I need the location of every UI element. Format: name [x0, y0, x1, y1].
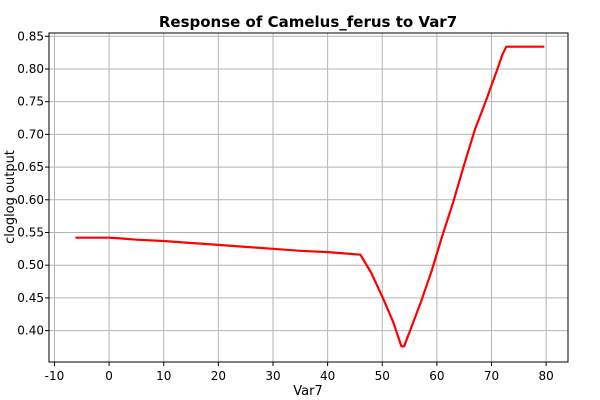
y-tick-label: 0.65: [17, 160, 44, 174]
x-tick-label: 50: [375, 369, 390, 383]
plot-area: [48, 32, 569, 363]
x-tick-label: 30: [265, 369, 280, 383]
x-tick-label: 70: [484, 369, 499, 383]
y-tick-label: 0.75: [17, 95, 44, 109]
y-tick-label: 0.40: [17, 324, 44, 338]
y-tick-label: 0.45: [17, 291, 44, 305]
x-tick-label: 80: [539, 369, 554, 383]
y-tick-label: 0.55: [17, 225, 44, 239]
y-tick-label: 0.85: [17, 29, 44, 43]
y-axis-label: cloglog output: [3, 150, 18, 244]
x-tick-label: -10: [45, 369, 65, 383]
x-tick-label: 10: [156, 369, 171, 383]
y-tick-label: 0.50: [17, 258, 44, 272]
grid: [49, 33, 568, 362]
y-tick-label: 0.70: [17, 127, 44, 141]
x-tick-label: 0: [105, 369, 113, 383]
x-axis-label: Var7: [293, 384, 322, 399]
chart-title: Response of Camelus_ferus to Var7: [159, 13, 457, 31]
x-tick-label: 20: [211, 369, 226, 383]
x-tick-label: 40: [320, 369, 335, 383]
x-tick-label: 60: [429, 369, 444, 383]
axis-ticks: -10 0 10 20 30 40 50 60 70 80 0.40 0.45 0.50 0.55 0.60…: [17, 29, 554, 383]
series-line: [75, 45, 545, 348]
plot-border: [48, 32, 569, 363]
y-tick-label: 0.80: [17, 62, 44, 76]
series-group: [75, 45, 545, 348]
y-tick-label: 0.60: [17, 193, 44, 207]
